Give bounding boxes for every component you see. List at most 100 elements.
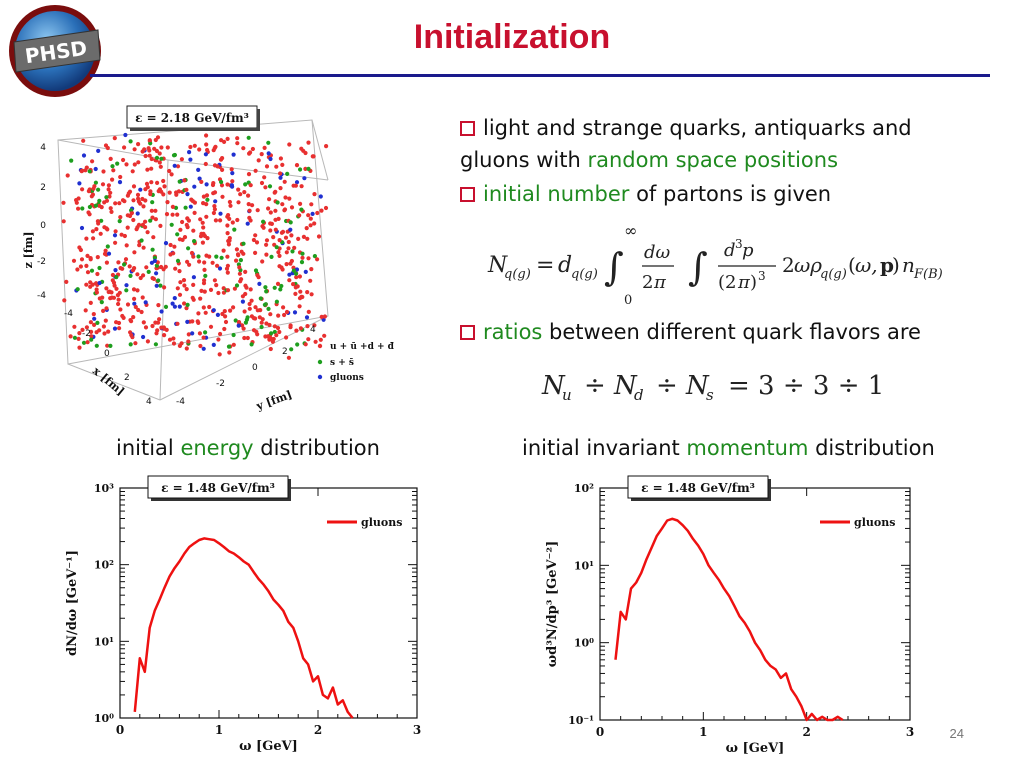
scatter-point xyxy=(318,337,323,342)
scatter-point xyxy=(243,269,248,274)
scatter-point xyxy=(198,296,203,301)
scatter-point xyxy=(226,213,231,218)
scatter-point xyxy=(278,186,283,191)
scatter-point xyxy=(79,225,85,231)
scatter-point xyxy=(285,171,290,176)
scatter-point xyxy=(132,250,137,255)
scatter-point xyxy=(165,145,170,150)
scatter-point xyxy=(292,310,298,315)
scatter-point xyxy=(298,167,303,172)
scatter-point xyxy=(150,276,155,281)
scatter-point xyxy=(324,144,329,149)
x-axis-label: ω [GeV] xyxy=(726,741,785,756)
scatter-point xyxy=(306,309,311,314)
scatter-point xyxy=(162,184,167,189)
svg-text:ωρ: ωρ xyxy=(794,253,822,277)
scatter-point xyxy=(105,145,110,151)
scatter-point xyxy=(105,227,110,232)
scatter-point xyxy=(131,287,137,292)
checkbox-bullet-icon xyxy=(460,325,475,340)
scatter-point xyxy=(171,336,176,341)
scatter-point xyxy=(239,277,244,282)
scatter-point xyxy=(268,346,273,352)
scatter-point xyxy=(96,221,101,226)
scatter-point xyxy=(246,172,252,177)
scatter-point xyxy=(171,341,177,346)
scatter-point xyxy=(135,272,140,277)
legend-label: gluons xyxy=(361,516,402,529)
scatter-point xyxy=(246,193,251,198)
scatter-point xyxy=(138,187,143,192)
svg-text:n: n xyxy=(902,253,915,277)
scatter-point xyxy=(201,225,206,230)
scatter-point xyxy=(117,201,122,206)
scatter-point xyxy=(298,201,303,206)
scatter-point xyxy=(124,162,129,167)
legend-dot-quarks xyxy=(317,343,323,349)
x-tick-label: 0 xyxy=(596,725,604,739)
scatter-point xyxy=(80,206,85,211)
scatter-point xyxy=(308,278,313,283)
scatter-point xyxy=(141,204,146,209)
scatter-point xyxy=(185,319,190,324)
caption-momentum: initial invariant momentum distribution xyxy=(522,436,935,460)
scatter-point xyxy=(94,290,99,295)
scatter-point xyxy=(154,271,159,276)
scatter-point xyxy=(159,309,164,314)
scatter-point xyxy=(264,242,269,247)
scatter-point xyxy=(95,255,100,260)
scatter-point xyxy=(120,198,126,203)
scatter-point xyxy=(113,201,118,206)
scatter-point xyxy=(87,204,92,210)
scatter-point xyxy=(246,135,251,140)
scatter-point xyxy=(278,171,283,176)
scatter-point xyxy=(272,329,277,335)
scatter-point xyxy=(266,306,271,311)
z-tick: 2 xyxy=(40,183,46,193)
scatter-point xyxy=(172,244,177,249)
scatter-point xyxy=(280,202,285,207)
scatter-point xyxy=(202,289,207,294)
scatter-point xyxy=(152,258,157,263)
scatter-point xyxy=(279,230,284,235)
scatter-point xyxy=(190,331,195,336)
caption-energy-prefix: initial xyxy=(116,436,181,460)
scatter-point xyxy=(254,329,259,334)
scatter-point xyxy=(105,244,110,249)
scatter-point xyxy=(219,179,224,185)
svg-text:π: π xyxy=(653,272,667,293)
scatter-point xyxy=(155,135,161,140)
scatter-point xyxy=(97,203,102,208)
svg-text:÷: ÷ xyxy=(656,371,678,401)
scatter-point xyxy=(204,182,209,187)
scatter-point xyxy=(188,204,193,209)
scatter-point xyxy=(77,181,82,186)
scatter-point xyxy=(132,162,137,167)
scatter-point xyxy=(172,304,177,309)
scatter-point xyxy=(116,301,121,307)
scatter-point xyxy=(131,217,136,223)
scatter-point xyxy=(312,323,317,328)
scatter-point xyxy=(101,308,106,313)
scatter-point xyxy=(241,241,246,246)
scatter-point xyxy=(213,199,218,204)
scatter-point xyxy=(187,262,192,267)
series-line-gluons xyxy=(614,517,844,722)
scatter-point xyxy=(223,319,229,325)
scatter-point xyxy=(203,161,208,167)
scatter-point xyxy=(145,230,150,235)
svg-text:(2: (2 xyxy=(718,272,736,293)
scatter-point xyxy=(102,225,107,230)
scatter-point xyxy=(106,187,111,192)
scatter-point xyxy=(96,187,101,192)
scatter-point xyxy=(291,268,296,273)
scatter-point xyxy=(84,325,89,330)
scatter-point xyxy=(69,158,74,163)
legend-strange: s + s̄ xyxy=(330,358,354,368)
scatter-point xyxy=(131,198,136,203)
scatter-point xyxy=(323,205,329,211)
svg-text:÷: ÷ xyxy=(584,371,606,401)
legend-label: gluons xyxy=(854,516,895,529)
scatter-point xyxy=(119,232,124,237)
scatter-point xyxy=(322,314,327,319)
